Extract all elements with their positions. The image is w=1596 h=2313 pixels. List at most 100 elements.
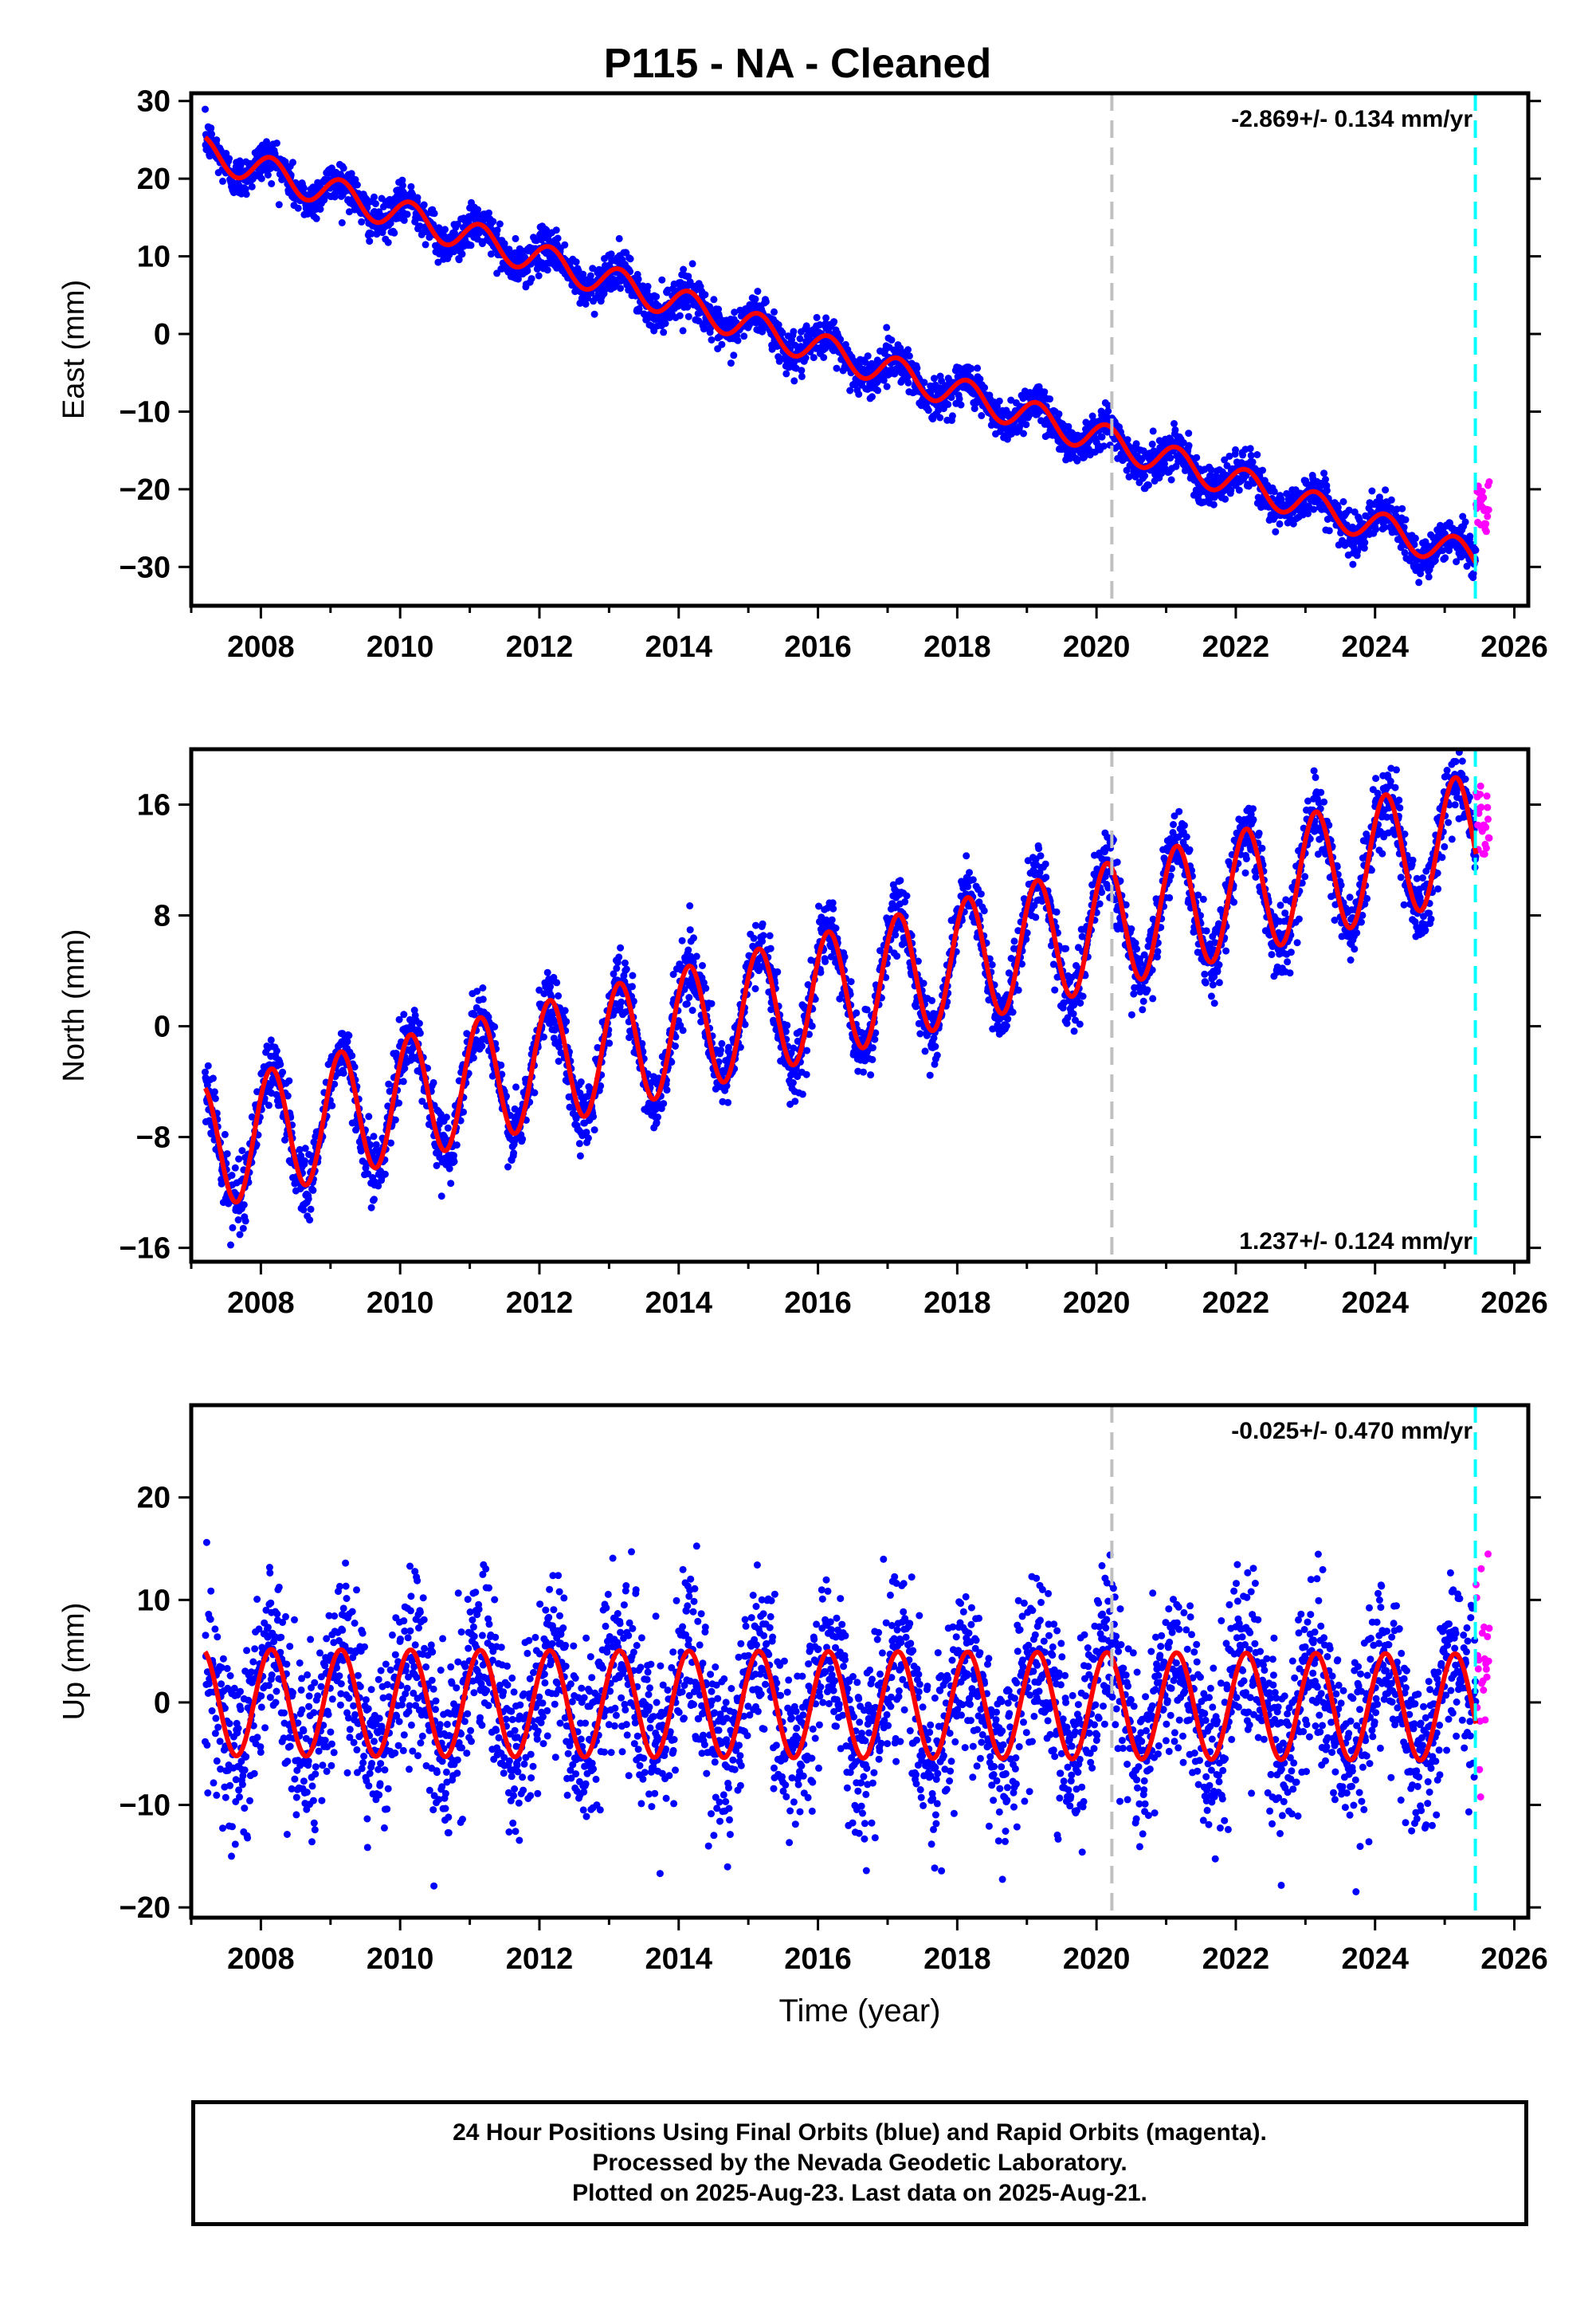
final-orbit-point bbox=[810, 354, 818, 362]
final-orbit-point bbox=[1022, 421, 1030, 429]
final-orbit-point bbox=[407, 183, 415, 190]
final-orbit-point bbox=[1310, 505, 1318, 513]
final-orbit-point bbox=[253, 1088, 261, 1096]
final-orbit-point bbox=[221, 1130, 229, 1138]
final-orbit-point bbox=[1360, 544, 1368, 552]
final-orbit-point bbox=[629, 972, 637, 980]
final-orbit-point bbox=[883, 383, 891, 391]
final-orbit-point bbox=[474, 206, 482, 214]
final-orbit-point bbox=[487, 250, 495, 258]
final-orbit-point bbox=[880, 376, 888, 384]
final-orbit-point bbox=[420, 201, 428, 209]
final-orbit-point bbox=[1415, 579, 1423, 587]
final-orbit-point bbox=[275, 201, 283, 209]
final-orbit-point bbox=[634, 275, 642, 283]
final-orbit-point bbox=[971, 405, 978, 413]
final-orbit-point bbox=[553, 979, 561, 987]
final-orbit-point bbox=[485, 209, 492, 217]
final-orbit-point bbox=[888, 336, 896, 344]
final-orbit-point bbox=[944, 400, 952, 408]
final-orbit-point bbox=[577, 1078, 585, 1086]
final-orbit-point bbox=[767, 944, 774, 952]
final-orbit-point bbox=[734, 336, 742, 344]
x-tick-label: 2016 bbox=[784, 630, 852, 664]
final-orbit-point bbox=[1402, 516, 1410, 524]
final-orbit-point bbox=[399, 1078, 407, 1086]
final-orbit-point bbox=[790, 328, 798, 336]
final-orbit-point bbox=[1322, 476, 1329, 483]
final-orbit-point bbox=[1249, 458, 1257, 466]
final-orbit-point bbox=[730, 351, 738, 359]
final-orbit-point bbox=[331, 193, 339, 201]
rapid-orbit-point bbox=[1482, 528, 1490, 536]
final-orbit-point bbox=[219, 177, 226, 185]
final-orbit-point bbox=[904, 346, 912, 354]
final-orbit-point bbox=[717, 1047, 724, 1054]
final-orbit-point bbox=[202, 105, 209, 113]
final-orbit-point bbox=[312, 214, 320, 222]
final-orbit-point bbox=[273, 139, 280, 147]
final-orbit-point bbox=[1272, 528, 1280, 536]
final-orbit-point bbox=[1372, 525, 1380, 533]
final-orbit-point bbox=[265, 1102, 273, 1109]
final-orbit-point bbox=[1349, 560, 1357, 568]
final-orbit-point bbox=[309, 1186, 317, 1194]
final-orbit-point bbox=[1304, 509, 1312, 517]
final-orbit-point bbox=[381, 1170, 389, 1178]
final-orbit-point bbox=[384, 238, 392, 246]
final-orbit-point bbox=[1104, 407, 1112, 415]
final-orbit-point bbox=[1055, 410, 1063, 418]
final-orbit-point bbox=[802, 354, 810, 362]
final-orbit-point bbox=[478, 1042, 486, 1050]
final-orbit-point bbox=[727, 359, 735, 367]
final-orbit-point bbox=[391, 1116, 399, 1124]
final-orbit-point bbox=[429, 1078, 437, 1086]
final-orbit-point bbox=[1225, 452, 1233, 460]
final-orbit-point bbox=[1398, 505, 1406, 512]
final-orbit-point bbox=[798, 1090, 806, 1098]
final-orbit-point bbox=[467, 242, 475, 249]
x-tick-label: 2014 bbox=[645, 630, 712, 664]
final-orbit-point bbox=[661, 320, 669, 328]
final-orbit-point bbox=[1158, 469, 1166, 477]
final-orbit-point bbox=[584, 294, 591, 302]
final-orbit-point bbox=[1469, 570, 1477, 578]
final-orbit-point bbox=[455, 256, 463, 264]
final-orbit-point bbox=[791, 1098, 799, 1105]
final-orbit-point bbox=[955, 395, 963, 403]
panel-north: 2008 2010 2012 2014 2016 2018 2020 2022 2024 2026… bbox=[57, 747, 1548, 1320]
final-orbit-point bbox=[493, 226, 501, 234]
final-orbit-point bbox=[453, 1141, 461, 1149]
final-orbit-point bbox=[204, 1062, 212, 1070]
final-orbit-point bbox=[688, 260, 696, 268]
final-orbit-point bbox=[782, 370, 790, 378]
final-orbit-point bbox=[679, 1027, 687, 1035]
x-tick-label: 2018 bbox=[923, 630, 991, 664]
final-orbit-point bbox=[415, 1019, 423, 1027]
final-orbit-point bbox=[1073, 457, 1081, 465]
final-orbit-point bbox=[1453, 558, 1461, 566]
final-orbit-point bbox=[366, 238, 374, 245]
final-orbit-point bbox=[690, 934, 697, 942]
final-orbit-point bbox=[617, 944, 625, 952]
final-orbit-point bbox=[678, 937, 686, 944]
final-orbit-point bbox=[621, 959, 629, 967]
final-orbit-point bbox=[1368, 487, 1376, 495]
final-orbit-point bbox=[306, 1216, 314, 1224]
final-orbit-point bbox=[590, 1113, 598, 1121]
final-orbit-point bbox=[724, 1098, 732, 1106]
final-orbit-point bbox=[790, 377, 798, 385]
final-orbit-point bbox=[238, 1147, 246, 1155]
final-orbit-point bbox=[684, 946, 692, 954]
final-orbit-point bbox=[371, 193, 378, 201]
final-orbit-point bbox=[300, 1206, 308, 1214]
final-orbit-point bbox=[874, 387, 882, 395]
final-orbit-point bbox=[883, 324, 891, 332]
final-orbit-point bbox=[524, 267, 531, 275]
final-orbit-point bbox=[479, 995, 487, 1003]
final-orbit-point bbox=[248, 183, 256, 190]
final-orbit-point bbox=[1461, 518, 1469, 526]
final-orbit-point bbox=[1320, 469, 1328, 477]
final-orbit-point bbox=[1185, 442, 1193, 450]
